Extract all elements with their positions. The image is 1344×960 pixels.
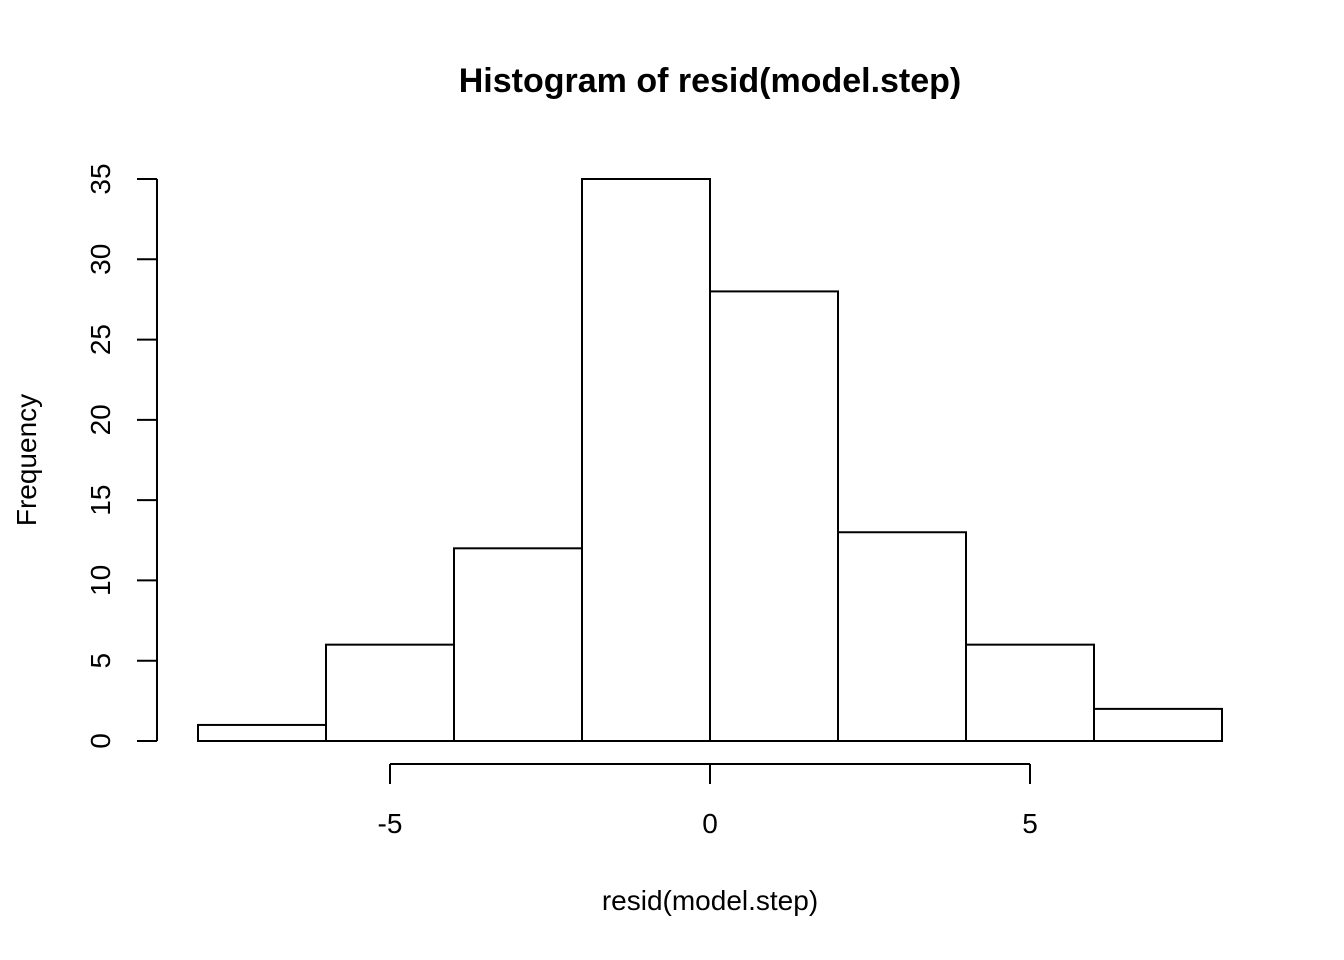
y-tick-label: 10 (85, 565, 116, 596)
histogram-bar (581, 178, 711, 742)
x-tick-label: 0 (702, 808, 718, 839)
x-tick-label: -5 (378, 808, 403, 839)
y-axis-label: Frequency (11, 394, 42, 526)
y-tick-label: 15 (85, 485, 116, 516)
y-tick-label: 0 (85, 733, 116, 749)
histogram-bar (325, 643, 455, 743)
x-axis-label: resid(model.step) (602, 885, 818, 916)
y-tick-label: 30 (85, 244, 116, 275)
y-tick-label: 20 (85, 404, 116, 435)
histogram-bar (453, 547, 583, 742)
y-tick-label: 35 (85, 163, 116, 194)
histogram-bar (197, 723, 327, 743)
histogram-bars (197, 178, 1223, 743)
y-tick-label: 5 (85, 653, 116, 669)
y-tick-label: 25 (85, 324, 116, 355)
histogram-bar (965, 643, 1095, 743)
x-axis: -5 0 5 (378, 763, 1038, 839)
x-tick-label: 5 (1022, 808, 1038, 839)
histogram-bar (709, 290, 839, 742)
histogram-bar (837, 531, 967, 742)
y-axis: 0 5 10 15 20 25 30 35 (85, 163, 158, 749)
chart-title: Histogram of resid(model.step) (459, 62, 962, 100)
histogram-bar (1093, 707, 1223, 743)
